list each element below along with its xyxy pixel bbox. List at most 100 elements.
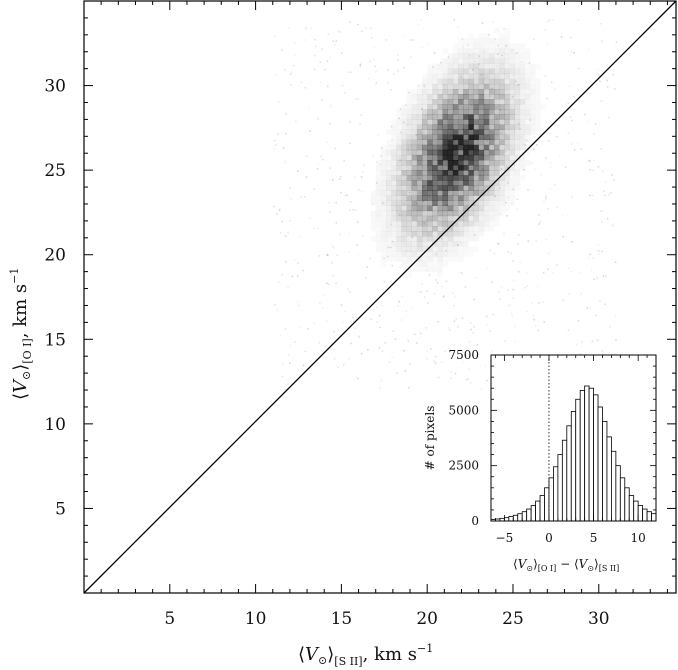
density-speck bbox=[601, 40, 603, 42]
density-cell bbox=[411, 220, 418, 227]
density-cell bbox=[447, 160, 454, 166]
density-cell bbox=[447, 63, 454, 69]
density-speck bbox=[575, 344, 578, 346]
density-cell bbox=[468, 73, 474, 80]
density-speck bbox=[409, 250, 411, 252]
density-cell bbox=[489, 170, 495, 176]
density-speck bbox=[454, 372, 457, 375]
density-cell bbox=[504, 94, 510, 100]
density-cell bbox=[483, 139, 490, 146]
density-speck bbox=[377, 134, 380, 136]
density-speck bbox=[548, 252, 550, 255]
density-cell bbox=[422, 109, 428, 115]
density-cell bbox=[468, 89, 474, 95]
density-speck bbox=[403, 34, 405, 36]
density-cell bbox=[458, 119, 464, 125]
density-speck bbox=[419, 191, 422, 194]
density-cell bbox=[473, 210, 479, 217]
density-cell bbox=[463, 231, 469, 237]
density-cell bbox=[489, 109, 495, 115]
density-cell bbox=[504, 78, 510, 85]
density-cell bbox=[504, 43, 510, 49]
density-speck bbox=[531, 302, 533, 304]
density-cell bbox=[447, 215, 454, 222]
density-cell bbox=[494, 68, 500, 75]
density-cell bbox=[432, 267, 437, 272]
density-speck bbox=[554, 88, 556, 90]
density-cell bbox=[458, 83, 464, 90]
density-cell bbox=[447, 180, 454, 186]
main-y-axis-title: ⟨V⊙⟩[O I], km s−1 bbox=[8, 268, 34, 400]
density-cell bbox=[401, 236, 407, 242]
density-speck bbox=[531, 162, 533, 164]
density-speck bbox=[316, 168, 319, 170]
density-speck bbox=[449, 329, 451, 331]
density-speck bbox=[500, 286, 503, 289]
density-cell bbox=[432, 94, 438, 100]
density-speck bbox=[462, 45, 464, 48]
density-cell bbox=[391, 135, 396, 140]
density-speck bbox=[499, 187, 501, 189]
density-speck bbox=[399, 159, 401, 161]
density-cell bbox=[515, 165, 520, 170]
density-cell bbox=[473, 160, 479, 166]
density-speck bbox=[302, 269, 304, 272]
density-speck bbox=[303, 196, 306, 198]
density-cell bbox=[406, 180, 412, 186]
density-cell bbox=[442, 149, 448, 156]
density-cell bbox=[483, 154, 490, 161]
density-cell bbox=[437, 200, 443, 206]
density-speck bbox=[488, 95, 491, 97]
density-cell bbox=[458, 170, 464, 176]
density-cell bbox=[452, 53, 459, 59]
density-speck bbox=[568, 267, 570, 270]
histogram-bar bbox=[611, 450, 617, 522]
density-speck bbox=[354, 176, 356, 178]
density-speck bbox=[562, 214, 564, 217]
density-speck bbox=[422, 200, 425, 202]
density-speck bbox=[516, 208, 519, 210]
density-cell bbox=[447, 99, 454, 105]
density-cell bbox=[458, 48, 464, 54]
density-cell bbox=[473, 94, 479, 100]
density-cell bbox=[474, 226, 479, 231]
density-speck bbox=[388, 292, 390, 295]
density-cell bbox=[386, 236, 391, 241]
density-cell bbox=[468, 190, 474, 196]
density-speck bbox=[467, 378, 469, 380]
density-cell bbox=[371, 211, 376, 216]
density-speck bbox=[334, 43, 336, 46]
density-speck bbox=[323, 68, 326, 71]
density-cell bbox=[483, 89, 490, 95]
density-cell bbox=[432, 246, 438, 252]
density-cell bbox=[386, 149, 392, 156]
density-speck bbox=[391, 139, 393, 142]
inset-x-tick-label: 0 bbox=[545, 531, 553, 545]
density-cell bbox=[427, 134, 433, 140]
density-cell bbox=[468, 149, 474, 156]
density-cell bbox=[494, 104, 500, 110]
density-cell bbox=[473, 200, 479, 206]
density-cell bbox=[432, 256, 437, 261]
density-speck bbox=[356, 244, 358, 246]
density-cell bbox=[432, 205, 438, 212]
x-tick-label: 20 bbox=[416, 609, 438, 629]
density-speck bbox=[568, 85, 571, 88]
density-speck bbox=[461, 38, 464, 40]
density-cell bbox=[535, 64, 540, 69]
density-cell bbox=[442, 246, 448, 252]
density-speck bbox=[497, 44, 499, 47]
density-speck bbox=[489, 249, 491, 252]
density-cell bbox=[489, 58, 495, 64]
density-cell bbox=[452, 109, 459, 115]
density-speck bbox=[357, 98, 359, 100]
density-cell bbox=[432, 241, 438, 247]
density-cell bbox=[499, 200, 505, 206]
main-plot-frame bbox=[83, 0, 677, 594]
density-cell bbox=[525, 129, 531, 135]
density-speck bbox=[337, 30, 339, 33]
density-cell bbox=[437, 139, 443, 146]
density-speck bbox=[274, 304, 276, 306]
density-cell bbox=[396, 170, 402, 176]
density-speck bbox=[382, 202, 384, 204]
